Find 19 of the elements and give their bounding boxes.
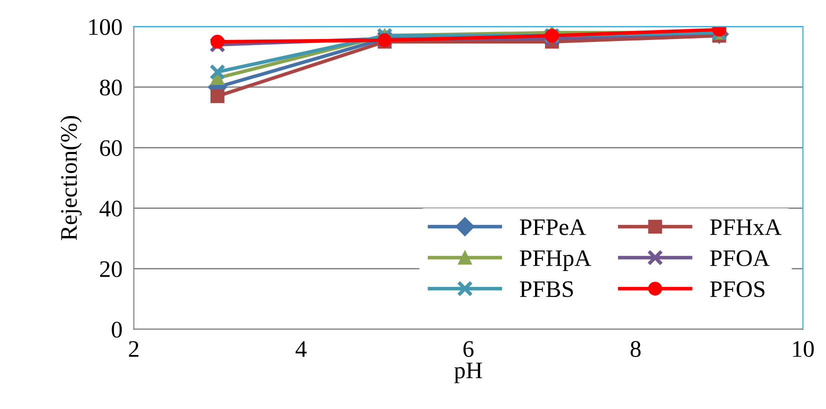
legend-label: PFPeA bbox=[520, 219, 586, 236]
legend-label: PFHpA bbox=[520, 250, 592, 271]
legend-label: PFBS bbox=[520, 281, 573, 298]
x-axis-title: pH bbox=[454, 362, 482, 384]
legend-label: PFHxA bbox=[710, 219, 782, 235]
x-tick-label: 8 bbox=[630, 341, 641, 357]
x-tick-label: 2 bbox=[128, 341, 138, 357]
y-tick-label: 20 bbox=[100, 261, 122, 278]
legend-label: PFOS bbox=[710, 281, 764, 298]
x-tick-label: 4 bbox=[296, 341, 307, 357]
legend-label: PFOA bbox=[710, 250, 770, 266]
y-axis-title: Rejection(%) bbox=[60, 116, 82, 240]
x-tick-label: 10 bbox=[793, 341, 814, 357]
y-tick-label: 40 bbox=[100, 200, 122, 217]
x-tick-label: 6 bbox=[463, 341, 474, 357]
y-tick-label: 80 bbox=[100, 80, 122, 96]
y-tick-label: 0 bbox=[112, 322, 122, 338]
y-tick-label: 60 bbox=[100, 140, 122, 156]
y-tick-label: 100 bbox=[89, 19, 122, 36]
